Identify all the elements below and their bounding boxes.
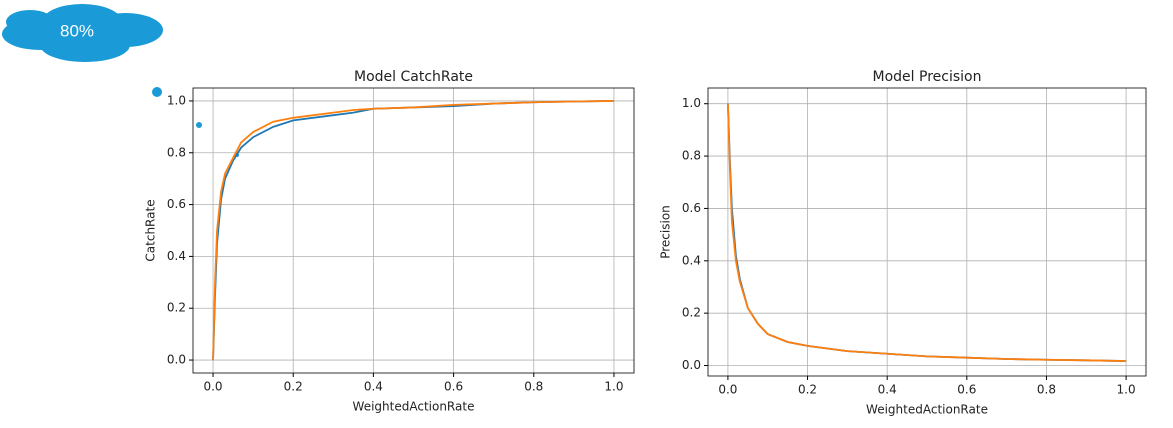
x-tick-label: 0.6 [444, 380, 463, 394]
x-tick-label: 0.4 [364, 380, 383, 394]
x-tick-label: 0.8 [524, 380, 543, 394]
y-tick-label: 0.8 [682, 149, 701, 163]
y-tick-label: 0.0 [167, 353, 186, 367]
plot-frame [192, 87, 635, 374]
x-axis-label: WeightedActionRate [353, 400, 475, 414]
y-tick-label: 0.0 [682, 358, 701, 372]
callout-text: 80% [60, 21, 94, 40]
y-tick-label: 0.2 [167, 301, 186, 315]
x-tick-label: 1.0 [1117, 383, 1136, 397]
plot-frame [707, 87, 1147, 377]
y-axis-label: CatchRate [144, 199, 158, 261]
series-line [212, 100, 614, 361]
y-tick-label: 0.6 [167, 197, 186, 211]
x-tick-label: 0.8 [1037, 383, 1056, 397]
x-tick-label: 0.2 [798, 383, 817, 397]
series-line [727, 103, 1127, 362]
x-tick-label: 0.0 [203, 380, 222, 394]
decor-dot [196, 122, 202, 128]
y-tick-label: 1.0 [167, 93, 186, 107]
cloud-callout [2, 4, 163, 62]
x-tick-label: 0.0 [718, 383, 737, 397]
y-tick-label: 0.8 [167, 145, 186, 159]
y-tick-label: 1.0 [682, 96, 701, 110]
x-tick-label: 1.0 [604, 380, 623, 394]
chart-title: Model Precision [873, 69, 982, 85]
y-tick-label: 0.4 [682, 253, 701, 267]
x-tick-label: 0.4 [878, 383, 897, 397]
y-tick-label: 0.2 [682, 306, 701, 320]
x-tick-label: 0.6 [957, 383, 976, 397]
y-tick-label: 0.6 [682, 201, 701, 215]
chart-title: Model CatchRate [354, 69, 473, 85]
series-line [212, 100, 614, 361]
decor-dot [152, 87, 162, 97]
x-tick-label: 0.2 [284, 380, 303, 394]
series-line [727, 103, 1127, 362]
y-axis-label: Precision [659, 205, 673, 259]
x-axis-label: WeightedActionRate [866, 403, 988, 417]
y-tick-label: 0.4 [167, 249, 186, 263]
